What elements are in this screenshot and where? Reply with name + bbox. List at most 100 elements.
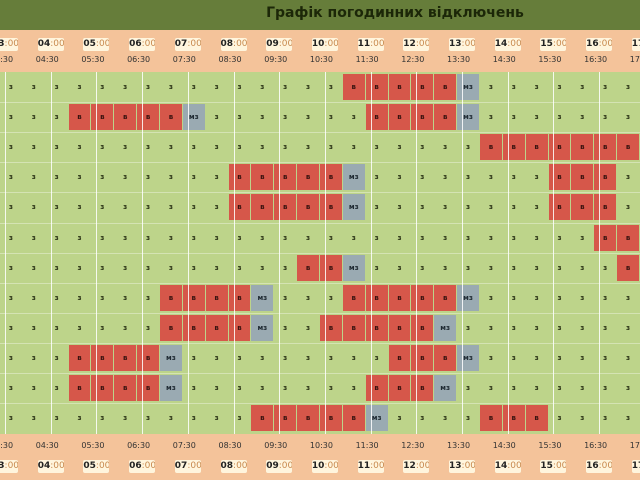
outage-cell: в bbox=[68, 104, 91, 131]
power-on-cell: з bbox=[77, 414, 82, 423]
power-on-cell: з bbox=[214, 83, 219, 91]
power-on-cell: з bbox=[8, 203, 13, 212]
power-on-cell: з bbox=[8, 384, 13, 392]
outage-cell: в bbox=[365, 314, 388, 341]
outage-cell: в bbox=[388, 104, 411, 131]
power-on-cell: з bbox=[54, 263, 59, 272]
power-on-cell: з bbox=[54, 353, 59, 362]
possible-outage-cell: мз bbox=[457, 104, 479, 131]
power-on-cell: з bbox=[191, 203, 196, 212]
outage-cell: в bbox=[320, 254, 342, 281]
power-on-cell: з bbox=[626, 173, 631, 182]
power-on-cell: з bbox=[191, 384, 196, 392]
power-on-cell: з bbox=[511, 173, 516, 182]
power-on-cell: з bbox=[31, 233, 36, 242]
outage-cell: в bbox=[160, 104, 182, 131]
power-on-cell: з bbox=[488, 384, 493, 392]
hour-label-hours: 08 bbox=[220, 461, 234, 471]
half-hour-label: 11:30 bbox=[355, 55, 379, 64]
half-hour-label: 16:30 bbox=[584, 441, 608, 450]
outage-cell: в bbox=[182, 314, 205, 341]
power-on-cell: з bbox=[420, 263, 425, 272]
power-on-cell: з bbox=[488, 263, 493, 272]
power-on-cell: з bbox=[54, 293, 59, 302]
outage-cell: в bbox=[571, 194, 594, 221]
power-on-cell: з bbox=[260, 384, 265, 392]
power-on-cell: з bbox=[214, 233, 219, 242]
outage-cell: в bbox=[411, 314, 434, 341]
outage-cell: в bbox=[160, 314, 182, 341]
power-on-cell: з bbox=[31, 263, 36, 272]
power-on-cell: з bbox=[374, 203, 379, 212]
hour-label-hours: 10 bbox=[311, 461, 325, 471]
power-on-cell: з bbox=[534, 353, 539, 362]
power-on-cell: з bbox=[214, 263, 219, 272]
outage-cell: в bbox=[434, 284, 457, 311]
half-hour-label: 10:30 bbox=[309, 55, 333, 64]
power-on-cell: з bbox=[511, 323, 516, 332]
power-on-cell: з bbox=[191, 233, 196, 242]
power-on-cell: з bbox=[557, 233, 562, 242]
power-on-cell: з bbox=[31, 203, 36, 212]
power-on-cell: з bbox=[488, 203, 493, 212]
power-on-cell: з bbox=[77, 143, 82, 152]
half-hour-label: 14:30 bbox=[492, 55, 516, 64]
power-on-cell: з bbox=[557, 83, 562, 91]
hour-label-minutes: :00 bbox=[4, 461, 18, 471]
hour-label-hours: 04 bbox=[37, 461, 51, 471]
row-divider bbox=[0, 252, 640, 254]
hour-label: 03:00 bbox=[0, 38, 18, 51]
power-on-cell: з bbox=[534, 263, 539, 272]
hour-label-hours: 15 bbox=[540, 39, 553, 49]
power-on-cell: з bbox=[214, 173, 219, 182]
outage-cell: в bbox=[388, 314, 411, 341]
hour-label: 09:00 bbox=[266, 38, 293, 51]
power-on-cell: з bbox=[123, 323, 128, 332]
power-on-cell: з bbox=[54, 143, 59, 152]
hour-label-minutes: :00 bbox=[233, 461, 247, 471]
power-on-cell: з bbox=[397, 143, 402, 152]
outage-cell: в bbox=[274, 405, 297, 432]
hour-label-minutes: :00 bbox=[50, 39, 64, 49]
half-hour-label: 09:30 bbox=[264, 441, 288, 450]
hour-label-hours: 14 bbox=[494, 39, 508, 49]
hour-label-minutes: :00 bbox=[370, 461, 384, 471]
hour-label: 12:00 bbox=[403, 460, 430, 473]
hour-label-hours: 03 bbox=[0, 461, 5, 471]
hour-gridline bbox=[370, 72, 372, 434]
hour-gridline bbox=[599, 72, 601, 434]
outage-cell: в bbox=[251, 405, 274, 432]
hour-label-minutes: :00 bbox=[552, 39, 567, 49]
power-on-cell: з bbox=[534, 323, 539, 332]
outage-cell: в bbox=[91, 375, 114, 402]
power-on-cell: з bbox=[488, 173, 493, 182]
outage-cell: в bbox=[320, 405, 342, 432]
row-divider bbox=[0, 342, 640, 344]
power-on-cell: з bbox=[214, 113, 219, 122]
power-on-cell: з bbox=[100, 293, 105, 302]
hour-label-minutes: :00 bbox=[187, 39, 201, 49]
outage-cell: в bbox=[342, 405, 365, 432]
power-on-cell: з bbox=[100, 203, 105, 212]
outage-cell: в bbox=[114, 104, 137, 131]
hour-label-hours: 12 bbox=[403, 39, 416, 49]
outage-cell: в bbox=[571, 134, 594, 161]
hour-label: 15:00 bbox=[540, 460, 567, 473]
hour-label-hours: 05 bbox=[83, 39, 96, 49]
hour-label: 04:00 bbox=[37, 38, 64, 51]
power-on-cell: з bbox=[626, 293, 631, 302]
power-on-cell: з bbox=[146, 83, 151, 91]
power-on-cell: з bbox=[511, 384, 516, 392]
outage-cell: в bbox=[297, 194, 319, 221]
power-on-cell: з bbox=[511, 263, 516, 272]
hour-label: 07:00 bbox=[174, 38, 201, 51]
outage-schedule-grid: з з з з з з з з з з з з з з з в в в в в мз з з з з з з з з з з в в в в в мз з… bbox=[0, 72, 640, 434]
power-on-cell: з bbox=[603, 323, 608, 332]
power-on-cell: з bbox=[168, 83, 173, 91]
hour-label: 14:00 bbox=[494, 38, 521, 51]
outage-cell: в bbox=[388, 375, 411, 402]
outage-cell: в bbox=[525, 134, 548, 161]
power-on-cell: з bbox=[603, 384, 608, 392]
hour-label-minutes: :00 bbox=[50, 461, 64, 471]
power-on-cell: з bbox=[511, 113, 516, 122]
